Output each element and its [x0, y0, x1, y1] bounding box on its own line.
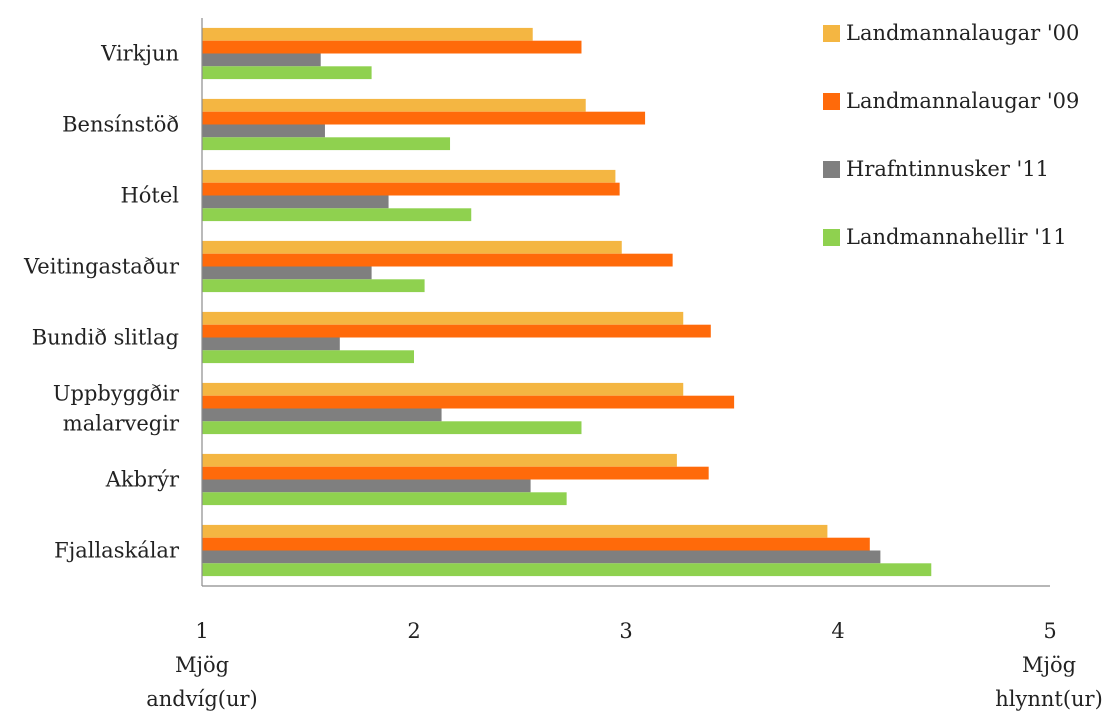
category-label-uppbygg-ir-malarvegir-line2: malarvegir: [63, 412, 180, 436]
axis-note-left-line1: Mjög: [175, 653, 229, 677]
legend-label-hrafntinnusker-11: Hrafntinnusker '11: [846, 157, 1049, 181]
legend-swatch-landmannalaugar-09: [823, 93, 840, 110]
legend-swatch-landmannahellir-11: [823, 229, 840, 246]
category-label-veitingasta-ur: Veitingastaður: [23, 255, 180, 279]
bar-akbryr-landmannahellir-11: [202, 492, 567, 506]
x-tick-label-2: 2: [407, 619, 420, 643]
bar-uppbygg-ir-malarvegir-hrafntinnusker-11: [202, 408, 442, 422]
legend-label-landmannalaugar-00: Landmannalaugar '00: [846, 21, 1079, 45]
legend-label-landmannalaugar-09: Landmannalaugar '09: [846, 89, 1079, 113]
legend: Landmannalaugar '00 Landmannalaugar '09 …: [823, 21, 1079, 249]
category-label-hotel: Hótel: [120, 184, 179, 208]
axis-note-left-line2: andvíg(ur): [146, 687, 257, 711]
category-label-bensinsto: Bensínstöð: [62, 113, 179, 137]
bar-veitingasta-ur-landmannalaugar-09: [202, 253, 673, 267]
bar-bensinsto-landmannalaugar-09: [202, 111, 646, 125]
bar-fjallaskalar-landmannahellir-11: [202, 563, 932, 577]
bar-uppbygg-ir-malarvegir-landmannahellir-11: [202, 421, 582, 435]
category-label-uppbygg-ir-malarvegir-line1: Uppbyggðir: [53, 382, 180, 406]
bar-virkjun-hrafntinnusker-11: [202, 53, 321, 67]
bar-hotel-landmannalaugar-00: [202, 169, 616, 183]
bar-bundi-slitlag-hrafntinnusker-11: [202, 337, 340, 351]
bar-virkjun-landmannalaugar-00: [202, 27, 533, 41]
category-label-akbryr: Akbrýr: [105, 468, 180, 492]
x-tick-label-5: 5: [1043, 619, 1056, 643]
category-label-fjallaskalar: Fjallaskálar: [54, 539, 180, 563]
bar-bundi-slitlag-landmannahellir-11: [202, 350, 414, 364]
bar-akbryr-landmannalaugar-00: [202, 453, 677, 467]
bar-bensinsto-landmannahellir-11: [202, 137, 451, 151]
bar-veitingasta-ur-landmannahellir-11: [202, 279, 425, 293]
bar-akbryr-landmannalaugar-09: [202, 466, 709, 480]
bar-akbryr-hrafntinnusker-11: [202, 479, 531, 493]
bar-bundi-slitlag-landmannalaugar-00: [202, 311, 684, 325]
axis-note-right-line1: Mjög: [1022, 653, 1076, 677]
bar-virkjun-landmannalaugar-09: [202, 40, 582, 54]
legend-swatch-landmannalaugar-00: [823, 25, 840, 42]
x-tick-label-1: 1: [195, 619, 208, 643]
bar-uppbygg-ir-malarvegir-landmannalaugar-09: [202, 395, 735, 409]
bar-uppbygg-ir-malarvegir-landmannalaugar-00: [202, 382, 684, 396]
category-label-virkjun: Virkjun: [100, 42, 179, 66]
axis-note-right-line2: hlynnt(ur): [995, 687, 1103, 711]
bar-hotel-landmannahellir-11: [202, 208, 472, 222]
bars-layer: [202, 27, 932, 577]
bar-bundi-slitlag-landmannalaugar-09: [202, 324, 711, 338]
legend-swatch-hrafntinnusker-11: [823, 161, 840, 178]
legend-label-landmannahellir-11: Landmannahellir '11: [846, 225, 1067, 249]
x-tick-labels: 1 2 3 4 5: [195, 619, 1056, 643]
category-label-bundi-slitlag: Bundið slitlag: [32, 326, 179, 350]
x-tick-label-3: 3: [619, 619, 632, 643]
bar-fjallaskalar-landmannalaugar-09: [202, 537, 870, 551]
bar-bensinsto-hrafntinnusker-11: [202, 124, 325, 138]
category-labels: Virkjun Bensínstöð Hótel Veitingastaður Bund…: [23, 42, 180, 563]
bar-bensinsto-landmannalaugar-00: [202, 98, 586, 112]
bar-virkjun-landmannahellir-11: [202, 66, 372, 80]
bar-hotel-landmannalaugar-09: [202, 182, 620, 196]
bar-veitingasta-ur-landmannalaugar-00: [202, 240, 622, 254]
bar-veitingasta-ur-hrafntinnusker-11: [202, 266, 372, 280]
bar-fjallaskalar-hrafntinnusker-11: [202, 550, 881, 564]
bar-hotel-hrafntinnusker-11: [202, 195, 389, 209]
bar-fjallaskalar-landmannalaugar-00: [202, 524, 828, 538]
x-tick-label-4: 4: [831, 619, 844, 643]
